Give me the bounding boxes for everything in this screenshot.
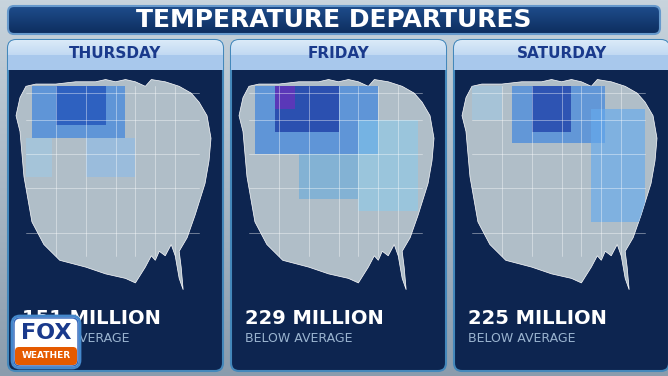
Text: 229 MILLION: 229 MILLION xyxy=(245,309,383,329)
FancyBboxPatch shape xyxy=(231,40,446,371)
Polygon shape xyxy=(359,120,418,211)
Text: BELOW AVERAGE: BELOW AVERAGE xyxy=(468,332,576,346)
Polygon shape xyxy=(32,86,126,138)
Text: THURSDAY: THURSDAY xyxy=(69,45,162,61)
Text: WEATHER: WEATHER xyxy=(21,350,71,359)
Polygon shape xyxy=(512,86,605,143)
Polygon shape xyxy=(255,86,378,154)
FancyBboxPatch shape xyxy=(15,347,77,365)
Bar xyxy=(454,55,668,70)
FancyBboxPatch shape xyxy=(12,316,80,368)
Polygon shape xyxy=(462,79,657,290)
Text: FOX: FOX xyxy=(21,323,71,343)
Bar xyxy=(231,55,446,70)
Polygon shape xyxy=(591,109,645,222)
FancyBboxPatch shape xyxy=(454,40,668,371)
Polygon shape xyxy=(239,79,434,290)
Text: SATURDAY: SATURDAY xyxy=(516,45,607,61)
FancyBboxPatch shape xyxy=(8,40,223,371)
Polygon shape xyxy=(532,86,571,132)
Polygon shape xyxy=(275,86,295,109)
Text: TEMPERATURE DEPARTURES: TEMPERATURE DEPARTURES xyxy=(136,8,532,32)
Text: BELOW AVERAGE: BELOW AVERAGE xyxy=(245,332,353,346)
Polygon shape xyxy=(86,138,136,177)
Polygon shape xyxy=(16,79,211,290)
Polygon shape xyxy=(56,86,106,125)
Polygon shape xyxy=(472,86,502,120)
Polygon shape xyxy=(275,86,339,132)
Polygon shape xyxy=(299,154,359,199)
Text: BELOW AVERAGE: BELOW AVERAGE xyxy=(22,332,130,346)
Text: 151 MILLION: 151 MILLION xyxy=(22,309,161,329)
Text: 225 MILLION: 225 MILLION xyxy=(468,309,607,329)
Bar xyxy=(8,55,223,70)
Text: FRIDAY: FRIDAY xyxy=(308,45,369,61)
Polygon shape xyxy=(26,138,52,177)
